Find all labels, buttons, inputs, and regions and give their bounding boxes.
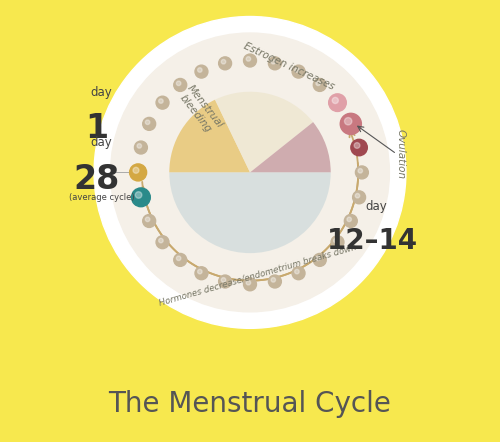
Circle shape — [142, 118, 156, 130]
Circle shape — [195, 267, 208, 280]
Text: day: day — [90, 136, 112, 149]
Circle shape — [340, 113, 361, 134]
Wedge shape — [170, 100, 250, 172]
Circle shape — [331, 236, 344, 249]
Circle shape — [137, 144, 141, 148]
Circle shape — [344, 214, 358, 228]
Circle shape — [158, 238, 163, 243]
Circle shape — [195, 65, 208, 78]
Circle shape — [146, 217, 150, 221]
Circle shape — [268, 275, 281, 288]
Wedge shape — [215, 92, 313, 172]
Circle shape — [110, 33, 390, 312]
Circle shape — [316, 256, 320, 260]
Circle shape — [356, 166, 368, 179]
Circle shape — [221, 60, 226, 64]
Circle shape — [294, 68, 299, 72]
Circle shape — [354, 143, 360, 149]
Circle shape — [133, 168, 139, 173]
Text: 1: 1 — [85, 112, 108, 145]
Text: The Menstrual Cycle: The Menstrual Cycle — [108, 390, 392, 419]
Circle shape — [355, 194, 360, 198]
Circle shape — [158, 99, 163, 103]
Circle shape — [246, 57, 250, 61]
Circle shape — [198, 68, 202, 72]
Text: Hormones decrease/endometrium breaks down: Hormones decrease/endometrium breaks dow… — [158, 243, 357, 308]
Circle shape — [244, 278, 256, 291]
Circle shape — [332, 97, 338, 103]
Circle shape — [292, 267, 305, 280]
Circle shape — [134, 141, 147, 154]
Circle shape — [142, 214, 156, 228]
Circle shape — [268, 57, 281, 70]
Circle shape — [132, 188, 150, 207]
Circle shape — [156, 96, 169, 109]
Circle shape — [316, 81, 320, 86]
Circle shape — [328, 94, 346, 111]
Text: 12–14: 12–14 — [328, 228, 418, 255]
Wedge shape — [250, 122, 330, 172]
Circle shape — [174, 253, 186, 267]
Circle shape — [218, 57, 232, 70]
Circle shape — [347, 217, 352, 221]
Circle shape — [271, 60, 276, 64]
Circle shape — [351, 139, 368, 156]
Text: 28: 28 — [74, 163, 120, 196]
Text: day: day — [90, 86, 112, 99]
Circle shape — [176, 81, 181, 86]
Circle shape — [146, 120, 150, 125]
Circle shape — [344, 118, 352, 125]
Circle shape — [358, 168, 362, 173]
Circle shape — [130, 164, 146, 181]
Wedge shape — [170, 172, 330, 253]
Circle shape — [94, 16, 406, 328]
Circle shape — [244, 54, 256, 67]
Text: Estrogen increases: Estrogen increases — [242, 41, 336, 91]
Circle shape — [352, 191, 366, 204]
Circle shape — [314, 79, 326, 91]
Text: (average cycle): (average cycle) — [68, 193, 134, 202]
Text: Menstrual
bleeding: Menstrual bleeding — [176, 83, 225, 137]
Circle shape — [246, 280, 250, 285]
Circle shape — [271, 278, 276, 282]
Circle shape — [334, 238, 338, 243]
Text: Ovulation: Ovulation — [396, 129, 406, 179]
Circle shape — [198, 269, 202, 274]
Circle shape — [294, 269, 299, 274]
Circle shape — [174, 79, 186, 91]
Circle shape — [136, 192, 142, 198]
Circle shape — [218, 275, 232, 288]
Circle shape — [292, 65, 305, 78]
Circle shape — [314, 253, 326, 267]
Circle shape — [221, 278, 226, 282]
Circle shape — [176, 256, 181, 260]
Text: day: day — [366, 200, 388, 213]
Circle shape — [156, 236, 169, 249]
